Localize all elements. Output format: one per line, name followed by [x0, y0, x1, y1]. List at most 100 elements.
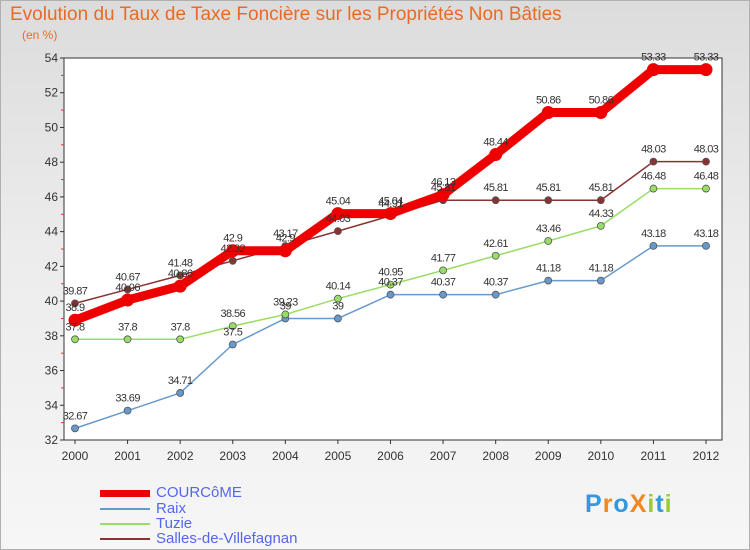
legend-item-tuzie: Tuzie: [100, 516, 192, 532]
legend-swatch: [100, 508, 150, 511]
data-label: 43.17: [273, 228, 298, 240]
legend-label: Salles-de-Villefagnan: [156, 530, 298, 547]
y-tick-label: 54: [45, 51, 59, 65]
data-label: 43.18: [694, 228, 719, 240]
data-point: [489, 148, 503, 162]
data-label: 42.9: [276, 233, 295, 245]
data-point: [649, 184, 658, 193]
data-label: 37.8: [65, 321, 84, 333]
data-label: 37.5: [223, 327, 242, 339]
data-point: [228, 340, 237, 349]
data-label: 41.18: [536, 263, 561, 275]
logo-letter: t: [655, 490, 665, 518]
legend-swatch: [100, 538, 150, 541]
data-point: [71, 299, 79, 308]
x-tick-label: 2001: [114, 449, 141, 463]
legend-swatch: [100, 489, 150, 497]
data-point: [123, 285, 132, 294]
y-tick-label: 46: [45, 190, 59, 204]
data-point: [544, 196, 553, 205]
data-label: 48.44: [483, 137, 508, 149]
legend-label: Raix: [156, 500, 187, 517]
data-point: [541, 106, 555, 120]
data-label: 46.48: [694, 171, 719, 183]
data-label: 37.8: [118, 321, 137, 333]
data-label: 50.86: [536, 95, 561, 107]
data-label: 40.86: [168, 268, 193, 280]
data-label: 45.04: [378, 196, 403, 208]
legend-item-courcome: COURCôME: [100, 485, 242, 501]
y-tick-label: 36: [45, 364, 59, 378]
x-tick-label: 2010: [587, 449, 614, 463]
data-label: 32.67: [63, 410, 88, 422]
data-point: [594, 106, 608, 120]
data-label: 44.33: [589, 208, 614, 220]
y-tick-label: 32: [45, 433, 59, 447]
data-label: 40.37: [483, 277, 508, 289]
data-point: [173, 279, 187, 293]
data-label: 45.81: [483, 182, 508, 194]
chart-title: Evolution du Taux de Taxe Foncière sur l…: [10, 4, 562, 25]
x-tick-label: 2002: [167, 449, 194, 463]
data-point: [439, 290, 447, 299]
data-point: [331, 207, 345, 221]
data-point: [544, 237, 553, 245]
x-tick-label: 2011: [641, 449, 667, 463]
data-label: 43.18: [641, 228, 666, 240]
data-label: 37.8: [171, 321, 190, 333]
logo-letter: i: [647, 490, 656, 518]
data-label: 45.81: [589, 182, 614, 194]
data-point: [702, 184, 710, 193]
data-label: 41.48: [168, 257, 193, 269]
y-tick-label: 44: [45, 225, 59, 239]
logo-letter: o: [613, 490, 630, 518]
data-label: 38.9: [65, 302, 84, 314]
data-point: [646, 63, 660, 77]
data-label: 45.81: [431, 182, 456, 194]
data-point: [491, 196, 500, 205]
data-label: 45.81: [536, 182, 561, 194]
data-point: [176, 389, 185, 397]
x-tick-label: 2005: [325, 449, 352, 463]
data-label: 41.77: [431, 252, 456, 264]
data-label: 43.46: [536, 223, 561, 235]
data-point: [439, 266, 447, 275]
data-label: 44.91: [378, 198, 403, 210]
data-label: 40.14: [326, 281, 351, 293]
x-tick-label: 2012: [693, 449, 720, 463]
data-label: 38.56: [220, 308, 245, 320]
data-point: [699, 63, 713, 77]
logo-letter: r: [602, 490, 614, 518]
data-label: 46.48: [641, 171, 666, 183]
data-label: 50.86: [589, 95, 614, 107]
data-label: 40.67: [115, 271, 140, 283]
data-point: [278, 244, 292, 258]
data-point: [702, 157, 710, 166]
legend-label: Tuzie: [156, 515, 193, 532]
data-point: [491, 290, 500, 299]
data-point: [71, 424, 79, 433]
proxiti-logo: ProXiti: [585, 490, 673, 519]
legend-item-salles: Salles-de-Villefagnan: [100, 531, 297, 547]
data-label: 42.32: [220, 243, 245, 255]
data-point: [71, 335, 79, 344]
data-label: 41.18: [589, 263, 614, 275]
data-point: [228, 322, 237, 330]
data-point: [436, 188, 450, 202]
data-label: 39.23: [273, 296, 298, 308]
y-tick-label: 34: [45, 398, 59, 412]
y-tick-label: 50: [45, 120, 59, 134]
data-point: [702, 241, 710, 250]
data-point: [123, 335, 132, 344]
y-tick-label: 48: [45, 155, 59, 169]
legend-swatch: [100, 523, 150, 526]
data-label: 40.37: [431, 277, 456, 289]
data-point: [123, 406, 132, 415]
data-label: 39: [332, 300, 344, 312]
data-label: 40.37: [378, 277, 403, 289]
data-point: [176, 335, 185, 344]
legend-item-raix: Raix: [100, 501, 186, 517]
data-point: [68, 313, 82, 327]
data-label: 46.13: [431, 177, 456, 189]
